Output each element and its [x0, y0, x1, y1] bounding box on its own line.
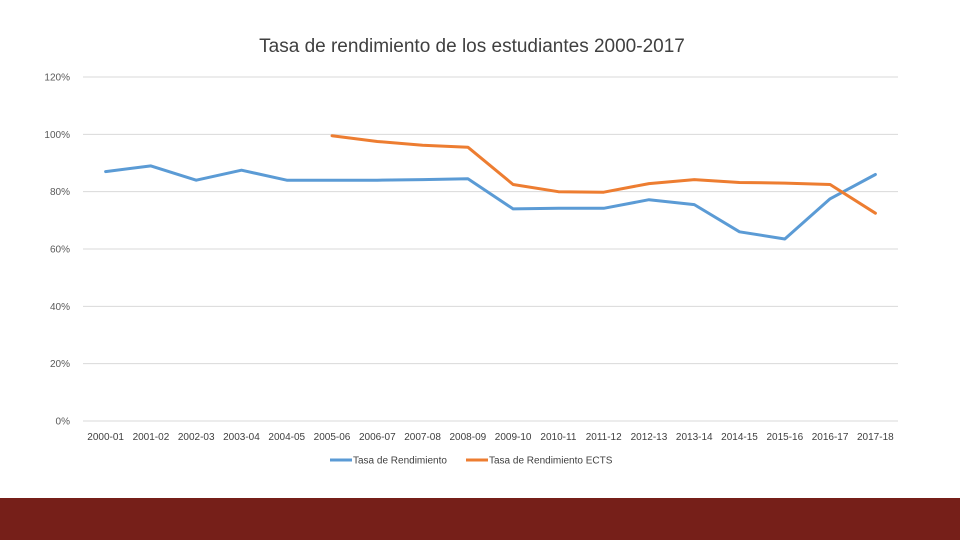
x-tick-label: 2013-14 [676, 432, 713, 443]
x-tick-label: 2006-07 [359, 432, 396, 443]
x-axis-ticks: 2000-01 2001-02 2002-03 2003-04 2004-05 2005-… [87, 432, 894, 443]
x-tick-label: 2009-10 [495, 432, 532, 443]
x-tick-label: 2008-09 [450, 432, 487, 443]
y-tick-label: 60% [50, 245, 70, 256]
x-tick-label: 2010-11 [540, 432, 576, 443]
legend: Tasa de Rendimiento Tasa de Rendimiento E… [330, 456, 613, 467]
x-tick-label: 2011-12 [586, 432, 622, 443]
y-tick-label: 40% [50, 302, 70, 313]
y-tick-label: 100% [44, 130, 70, 141]
x-tick-label: 2003-04 [223, 432, 260, 443]
footer-bar [0, 498, 960, 540]
y-axis-ticks: 0% 20% 40% 60% 80% 100% 120% [44, 73, 70, 428]
x-tick-label: 2000-01 [87, 432, 124, 443]
y-tick-label: 120% [44, 73, 70, 84]
y-tick-label: 80% [50, 187, 70, 198]
series-line-1 [330, 134, 877, 215]
x-tick-label: 2014-15 [721, 432, 758, 443]
line-chart: 0%20%40%60%80%100%120% 2000-01 2001-02 200… [44, 73, 898, 467]
legend-label-0: Tasa de Rendimiento [353, 456, 447, 467]
y-tick-label: 20% [50, 359, 70, 370]
x-tick-label: 2005-06 [314, 432, 351, 443]
series-line-0 [104, 164, 877, 241]
legend-label-1: Tasa de Rendimiento ECTS [489, 456, 613, 467]
x-tick-label: 2007-08 [404, 432, 441, 443]
x-tick-label: 2015-16 [766, 432, 803, 443]
x-tick-label: 2017-18 [857, 432, 894, 443]
y-tick-label: 0% [56, 417, 71, 428]
x-tick-label: 2016-17 [812, 432, 849, 443]
x-tick-label: 2002-03 [178, 432, 215, 443]
grid-lines [83, 76, 898, 422]
x-tick-label: 2001-02 [133, 432, 170, 443]
x-tick-label: 2004-05 [268, 432, 305, 443]
chart-title: Tasa de rendimiento de los estudiantes 2… [259, 36, 685, 57]
series-lines [104, 134, 877, 241]
x-tick-label: 2012-13 [631, 432, 668, 443]
